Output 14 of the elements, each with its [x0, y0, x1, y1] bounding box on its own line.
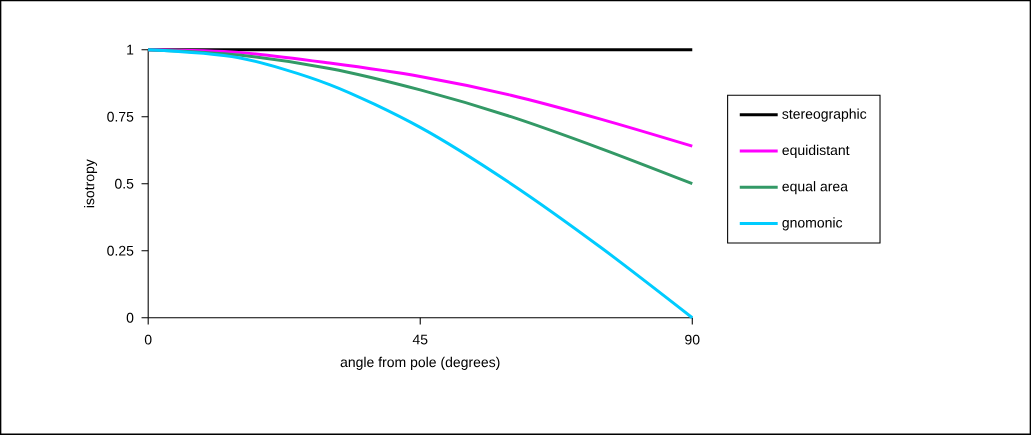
legend-label: stereographic — [782, 108, 867, 122]
y-tick-label: 1 — [127, 44, 134, 55]
x-tick-label: 45 — [412, 334, 428, 345]
y-tick-label: 0.75 — [107, 111, 134, 122]
y-tick-label: 0.5 — [115, 178, 134, 189]
x-axis-title: angle from pole (degrees) — [340, 356, 500, 370]
y-tick-label: 0.25 — [107, 245, 134, 256]
y-axis-title: isotropy — [84, 159, 98, 208]
legend-label: gnomonic — [782, 217, 843, 231]
legend-label: equidistant — [782, 144, 850, 158]
legend-label: equal area — [782, 181, 848, 195]
y-tick-label: 0 — [126, 312, 134, 323]
x-tick-label: 90 — [685, 334, 700, 345]
x-tick-label: 0 — [144, 334, 152, 345]
